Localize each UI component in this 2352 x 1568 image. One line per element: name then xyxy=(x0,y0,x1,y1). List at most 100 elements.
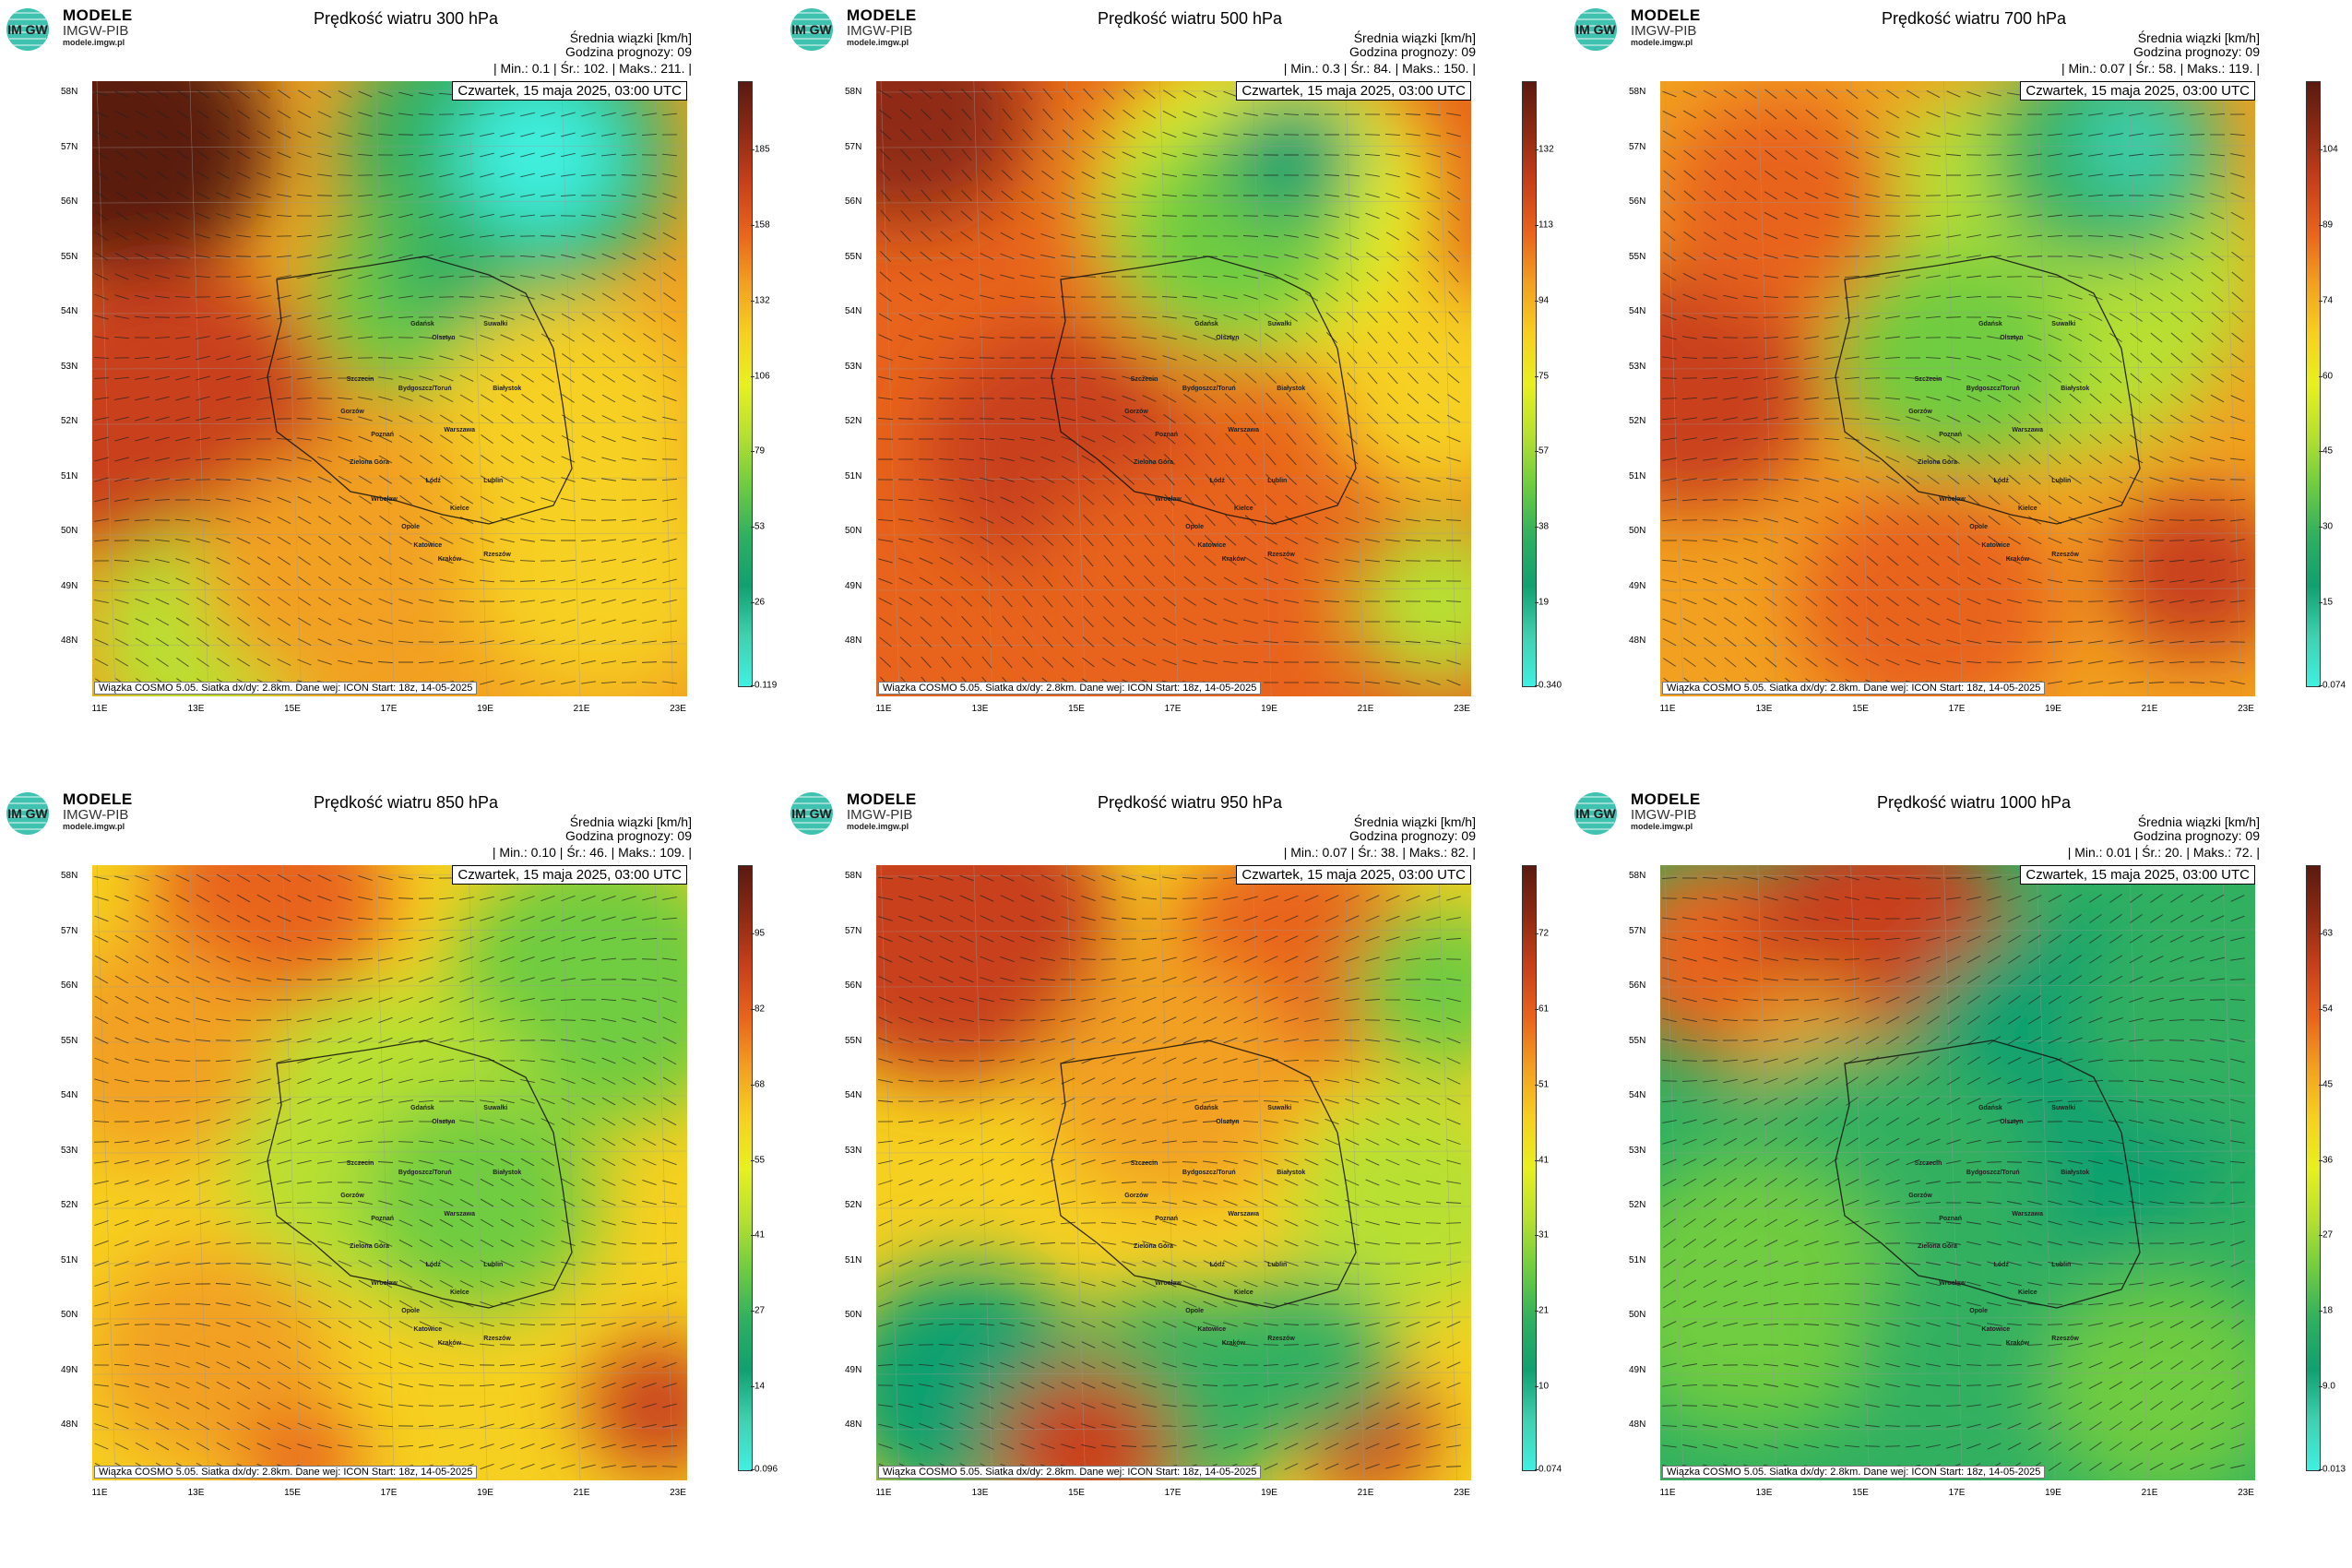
wind-arrow xyxy=(919,1179,933,1186)
forecast-panel: IM GW MODELE IMGW-PIB modele.imgw.pl Prędkoś… xyxy=(784,0,1568,784)
wind-arrow xyxy=(94,273,109,280)
wind-arrow xyxy=(561,254,576,259)
wind-arrow xyxy=(500,315,515,320)
wind-arrow xyxy=(662,1281,677,1287)
wind-arrow xyxy=(1426,1281,1441,1287)
wind-arrow xyxy=(1784,916,1799,921)
wind-arrow xyxy=(1906,295,1920,299)
wind-arrow xyxy=(480,1218,494,1228)
wind-arrow xyxy=(1020,495,1035,505)
wind-arrow xyxy=(1764,275,1778,279)
wind-arrow xyxy=(1061,874,1075,882)
wind-arrow xyxy=(297,1301,312,1308)
wind-arrow xyxy=(2230,579,2245,583)
wind-arrow xyxy=(1182,1444,1197,1448)
wind-arrow xyxy=(418,661,434,663)
wind-arrow xyxy=(378,619,393,624)
wind-arrow xyxy=(136,191,148,200)
wind-arrow xyxy=(337,174,353,176)
wind-arrow xyxy=(1102,494,1115,505)
wind-arrow xyxy=(155,617,170,626)
wind-arrow xyxy=(1425,540,1442,541)
wind-arrow xyxy=(877,1099,894,1103)
wind-arrow xyxy=(2169,600,2184,603)
wind-arrow xyxy=(1366,291,1379,303)
wind-arrow xyxy=(1344,1039,1360,1041)
wind-arrow xyxy=(1885,436,1900,442)
wind-arrow xyxy=(2170,894,2183,903)
wind-arrow xyxy=(939,556,954,565)
speed-field-area xyxy=(586,1339,687,1473)
wind-arrow xyxy=(480,538,494,543)
wind-arrow xyxy=(1286,453,1297,466)
wind-arrow xyxy=(439,578,454,584)
wind-arrow xyxy=(1986,134,2002,136)
wind-arrow xyxy=(1182,936,1197,942)
wind-arrow xyxy=(939,1363,954,1367)
wind-arrow xyxy=(643,333,656,342)
wind-arrow xyxy=(1243,274,1258,279)
wind-arrow xyxy=(898,597,913,606)
wind-arrow xyxy=(1785,576,1798,586)
wind-arrow xyxy=(980,232,994,241)
city-label: Bydgoszcz/Toruń xyxy=(398,1170,452,1176)
wind-arrow xyxy=(1885,977,1900,982)
wind-arrow xyxy=(1906,275,1920,279)
wind-arrow xyxy=(980,210,993,221)
wind-arrow xyxy=(135,110,149,119)
wind-arrow xyxy=(317,315,332,320)
wind-arrow xyxy=(439,936,454,942)
wind-arrow xyxy=(601,1342,616,1348)
wind-arrow xyxy=(919,1017,933,1023)
wind-arrow xyxy=(662,517,677,523)
colorbar-tick xyxy=(751,1235,754,1237)
wind-arrow xyxy=(1987,896,2002,901)
wind-arrow xyxy=(499,1039,516,1042)
wind-arrow xyxy=(2210,172,2225,178)
wind-arrow xyxy=(155,1139,170,1145)
wind-arrow xyxy=(2211,252,2224,261)
wind-arrow xyxy=(135,253,149,260)
wind-arrow xyxy=(2129,273,2144,280)
wind-arrow xyxy=(1804,397,1819,400)
wind-arrow xyxy=(1763,479,1779,481)
wind-arrow xyxy=(1365,895,1380,902)
colorbar-label: 31 xyxy=(1538,1229,1550,1241)
wind-arrow xyxy=(1101,896,1116,901)
wind-arrow xyxy=(1284,1119,1299,1124)
wind-arrow xyxy=(1082,636,1095,647)
wind-arrow xyxy=(1101,1098,1116,1105)
wind-arrow xyxy=(520,1383,535,1388)
city-label: Olsztyn xyxy=(1216,335,1239,341)
wind-arrow xyxy=(642,917,657,921)
wind-arrow xyxy=(878,1219,893,1227)
wind-arrow xyxy=(1081,1037,1096,1044)
wind-arrow xyxy=(2149,113,2164,116)
wind-arrow xyxy=(980,1158,994,1166)
wind-arrow xyxy=(1040,1382,1055,1389)
wind-arrow xyxy=(642,978,657,981)
wind-arrow xyxy=(1223,1078,1238,1084)
wind-arrow xyxy=(1743,437,1758,441)
wind-arrow xyxy=(1823,978,1840,981)
wind-arrow xyxy=(1966,935,1981,943)
wind-arrow xyxy=(1448,270,1459,283)
wind-arrow xyxy=(439,917,454,921)
wind-arrow xyxy=(1365,1402,1380,1409)
wind-arrow xyxy=(256,1159,271,1165)
wind-arrow xyxy=(1385,895,1400,902)
wind-arrow xyxy=(277,1401,291,1410)
lon-label: 23E xyxy=(670,1488,686,1498)
city-label: Łódź xyxy=(1994,478,2010,484)
wind-arrow xyxy=(1142,1301,1157,1308)
wind-arrow xyxy=(1385,915,1400,922)
wind-arrow xyxy=(378,294,393,300)
wind-arrow xyxy=(500,956,515,963)
wind-arrow xyxy=(1662,618,1677,625)
wind-arrow xyxy=(1203,1260,1218,1267)
wind-arrow xyxy=(601,916,616,921)
wind-arrow xyxy=(662,1056,677,1065)
wind-arrow xyxy=(298,576,311,586)
wind-arrow xyxy=(621,979,637,980)
wind-arrow xyxy=(878,896,893,901)
